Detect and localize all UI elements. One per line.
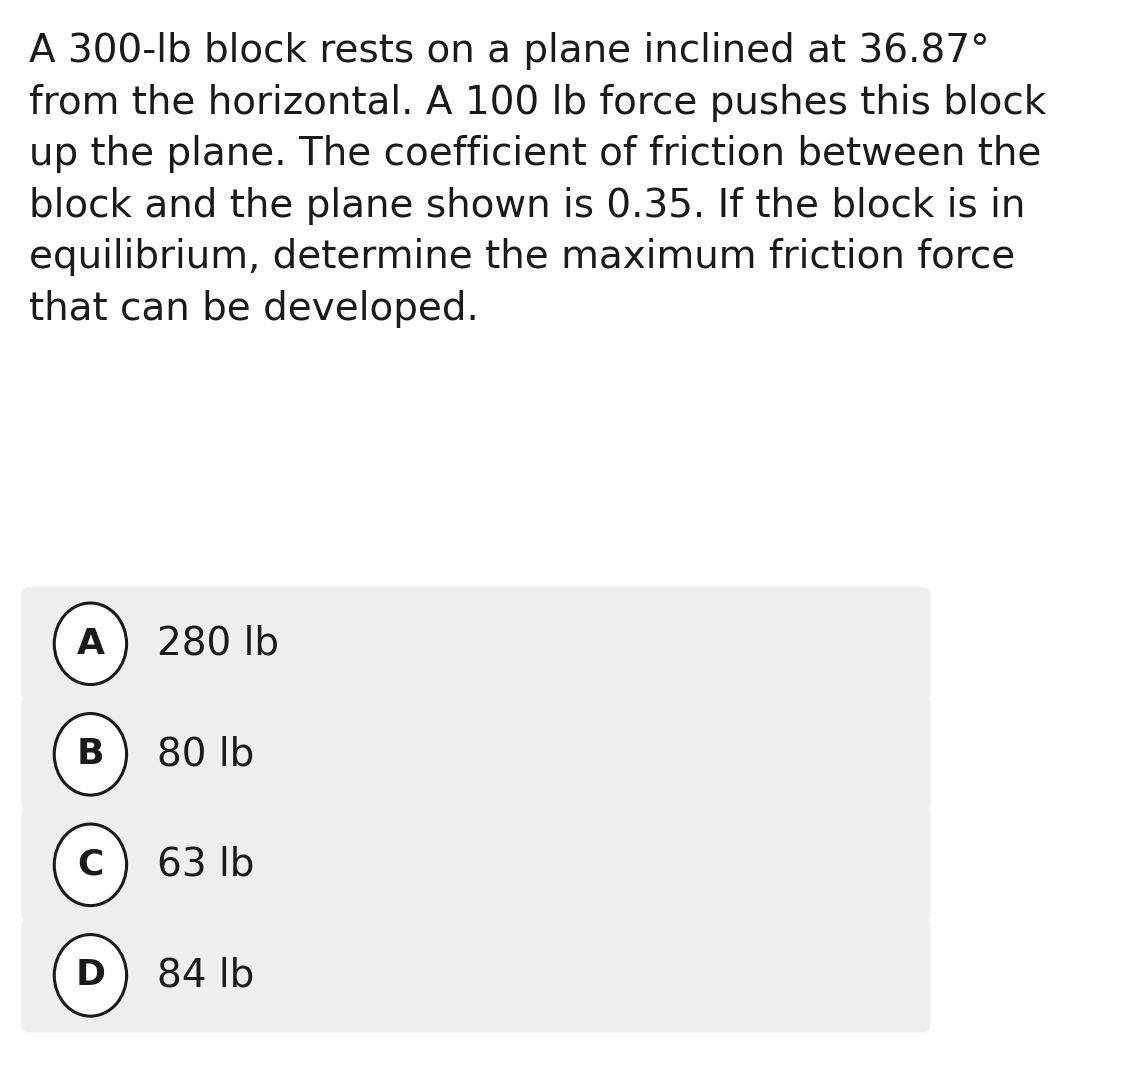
Text: 280 lb: 280 lb xyxy=(157,624,279,663)
Text: C: C xyxy=(78,848,103,882)
Text: 80 lb: 80 lb xyxy=(157,735,254,774)
Text: D: D xyxy=(75,958,106,993)
Text: A: A xyxy=(76,627,105,661)
Circle shape xyxy=(54,603,127,685)
Circle shape xyxy=(54,714,127,795)
Text: 84 lb: 84 lb xyxy=(157,956,254,995)
Text: 63 lb: 63 lb xyxy=(157,846,254,884)
FancyBboxPatch shape xyxy=(21,918,931,1032)
Text: A 300-lb block rests on a plane inclined at 36.87°
from the horizontal. A 100 lb: A 300-lb block rests on a plane inclined… xyxy=(28,32,1045,327)
Circle shape xyxy=(54,824,127,906)
Text: B: B xyxy=(76,737,105,771)
Circle shape xyxy=(54,935,127,1016)
FancyBboxPatch shape xyxy=(21,587,931,701)
FancyBboxPatch shape xyxy=(21,808,931,922)
FancyBboxPatch shape xyxy=(21,697,931,811)
